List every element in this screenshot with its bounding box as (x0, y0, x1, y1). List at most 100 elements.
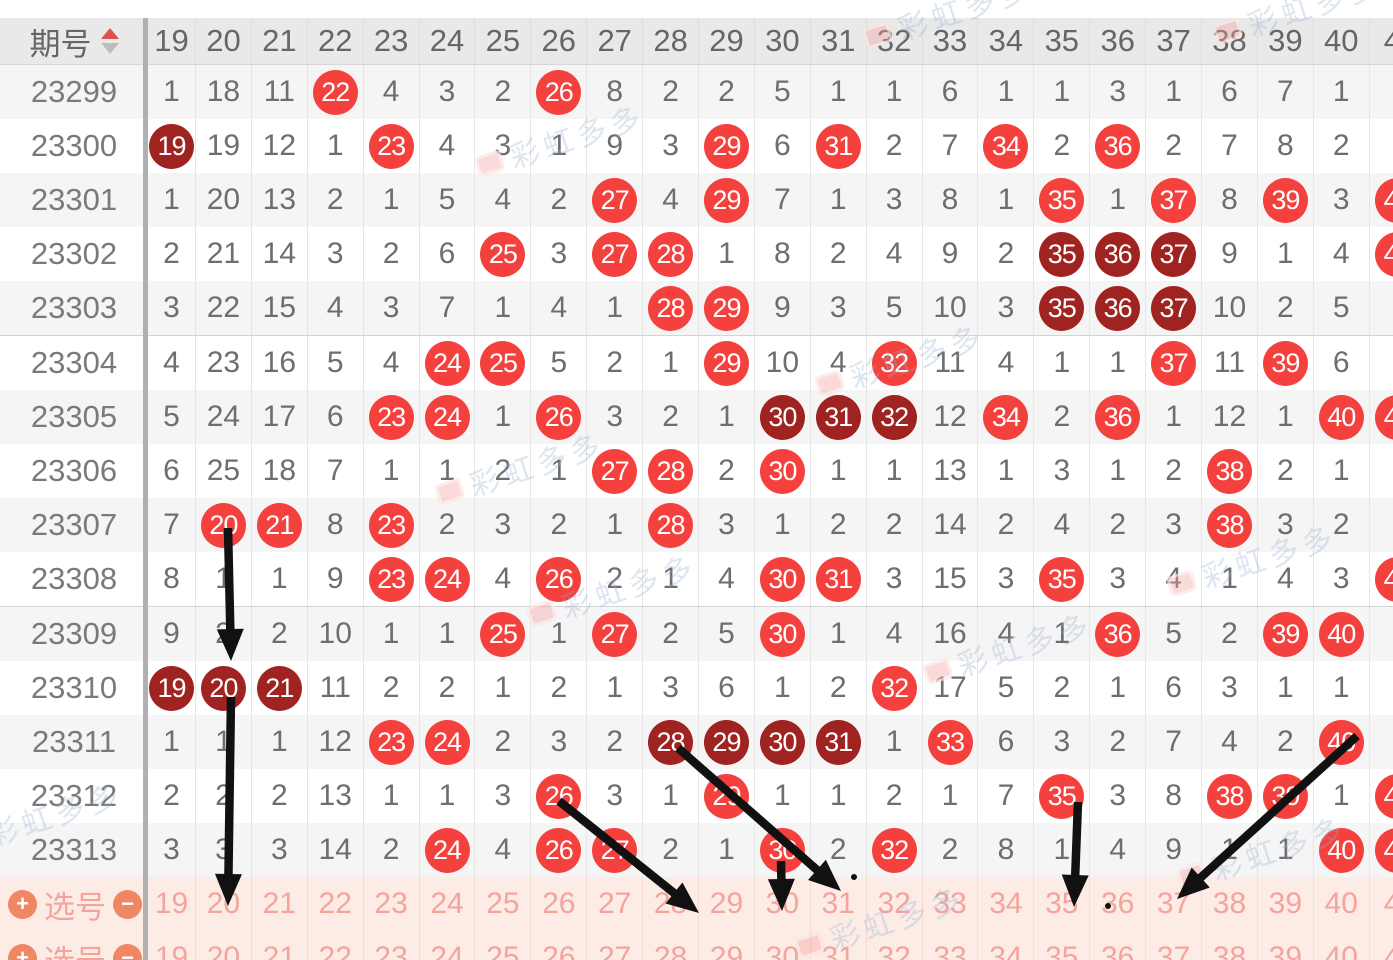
selection-number-35[interactable]: 35 (1034, 877, 1091, 931)
number-cell: 1 (1258, 390, 1314, 444)
number-cell: 4 (699, 552, 755, 606)
number-cell: 3 (867, 173, 923, 227)
number-cell: 32 (867, 823, 923, 877)
selection-number-26[interactable]: 26 (531, 877, 588, 931)
number-cell: 4 (364, 65, 420, 119)
selection-number-38[interactable]: 38 (1202, 877, 1258, 931)
number-cell: 1 (1090, 444, 1147, 498)
number-cell: 2 (196, 607, 252, 661)
number-cell: 4 (531, 281, 588, 335)
selection-number-30[interactable]: 30 (755, 877, 811, 931)
selection-number-39[interactable]: 39 (1258, 877, 1314, 931)
selection-number-32[interactable]: 32 (867, 931, 923, 960)
number-cell: 24 (420, 336, 476, 390)
number-cell: 6 (148, 444, 196, 498)
remove-numbers-button[interactable]: − (113, 889, 142, 919)
number-cell: 11 (1202, 336, 1258, 390)
column-header-29: 29 (699, 18, 755, 64)
frozen-pane-divider (143, 18, 148, 960)
selection-number-31[interactable]: 31 (811, 931, 867, 960)
number-cell: 12 (923, 390, 979, 444)
selection-number-38[interactable]: 38 (1202, 931, 1258, 960)
hit-circle: 29 (703, 123, 749, 169)
selection-number-28[interactable]: 28 (643, 877, 700, 931)
hit-circle: 41 (1375, 773, 1393, 819)
hit-circle: 25 (480, 611, 526, 657)
selection-number-22[interactable]: 22 (308, 877, 364, 931)
number-cell: 1 (1258, 823, 1314, 877)
selection-number-36[interactable]: 36 (1090, 931, 1147, 960)
number-cell: 4 (475, 823, 532, 877)
table-row: 23303 3 22 15 4 3 7 1 4 1 28 29 9 3 5 10 3 35 36 37 10 2 5 (0, 281, 1393, 336)
add-numbers-button[interactable]: + (8, 889, 37, 919)
selection-number-35[interactable]: 35 (1034, 931, 1091, 960)
selection-number-27[interactable]: 27 (587, 931, 644, 960)
number-cell: 36 (1090, 607, 1147, 661)
number-cell: 1 (364, 607, 420, 661)
number-cell: 1 (308, 119, 364, 173)
selection-number-28[interactable]: 28 (643, 931, 700, 960)
selection-number-32[interactable]: 32 (867, 877, 923, 931)
selection-number-34[interactable]: 34 (978, 931, 1035, 960)
selection-number-39[interactable]: 39 (1258, 931, 1314, 960)
number-cell: 4 (475, 173, 532, 227)
selection-number-21[interactable]: 21 (252, 877, 308, 931)
selection-number-20[interactable]: 20 (196, 931, 252, 960)
selection-number-30[interactable]: 30 (755, 931, 811, 960)
selection-number-23[interactable]: 23 (364, 877, 420, 931)
selection-number-22[interactable]: 22 (308, 931, 364, 960)
number-cell: 1 (867, 444, 923, 498)
selection-number-21[interactable]: 21 (252, 931, 308, 960)
selection-number-19[interactable]: 19 (148, 931, 196, 960)
selection-number-37[interactable]: 37 (1146, 931, 1203, 960)
selection-number-25[interactable]: 25 (475, 931, 532, 960)
column-header-33: 33 (923, 18, 979, 64)
number-cell: 26 (531, 552, 588, 606)
number-cell: 41 (1370, 823, 1393, 877)
selection-number-41[interactable]: 41 (1383, 941, 1393, 960)
selection-number-40[interactable]: 40 (1314, 877, 1370, 931)
selection-number-33[interactable]: 33 (923, 877, 979, 931)
number-cell (1370, 65, 1393, 119)
selection-number-24[interactable]: 24 (420, 877, 476, 931)
number-cell: 8 (923, 173, 979, 227)
number-cell: 1 (1034, 823, 1091, 877)
issue-cell: 23307 (30, 507, 118, 542)
hit-circle: 39 (1262, 773, 1308, 819)
selection-number-25[interactable]: 25 (475, 877, 532, 931)
selection-number-33[interactable]: 33 (923, 931, 979, 960)
selection-number-36[interactable]: 36 (1090, 877, 1147, 931)
selection-number-29[interactable]: 29 (699, 877, 755, 931)
number-cell: 2 (364, 823, 420, 877)
selection-number-24[interactable]: 24 (420, 931, 476, 960)
selection-number-31[interactable]: 31 (811, 877, 867, 931)
sort-arrows-icon[interactable] (100, 28, 119, 54)
number-cell: 32 (867, 661, 923, 715)
selection-number-41[interactable]: 41 (1383, 887, 1393, 920)
number-cell: 3 (699, 498, 755, 552)
number-cell: 2 (475, 65, 532, 119)
selection-number-20[interactable]: 20 (196, 877, 252, 931)
add-numbers-button[interactable]: + (8, 943, 37, 960)
hit-circle: 29 (703, 285, 749, 331)
column-header-38: 38 (1202, 18, 1258, 64)
selection-number-19[interactable]: 19 (148, 877, 196, 931)
number-cell: 3 (811, 281, 867, 335)
number-cell: 4 (308, 281, 364, 335)
remove-numbers-button[interactable]: − (113, 943, 142, 960)
number-cell: 2 (1202, 607, 1258, 661)
selection-number-27[interactable]: 27 (587, 877, 644, 931)
hit-circle: 36 (1095, 611, 1141, 657)
selection-number-34[interactable]: 34 (978, 877, 1035, 931)
selection-number-37[interactable]: 37 (1146, 877, 1203, 931)
column-header-41: 41 (1383, 23, 1393, 58)
selection-number-26[interactable]: 26 (531, 931, 588, 960)
number-cell: 3 (587, 769, 644, 823)
number-cell: 1 (196, 715, 252, 769)
selection-number-40[interactable]: 40 (1314, 931, 1370, 960)
number-cell: 1 (252, 715, 308, 769)
number-cell: 1 (196, 552, 252, 606)
selection-number-23[interactable]: 23 (364, 931, 420, 960)
table-row: 23309 9 2 2 10 1 1 25 1 27 2 5 30 1 4 16 4 1 36 5 2 39 40 (0, 607, 1393, 661)
selection-number-29[interactable]: 29 (699, 931, 755, 960)
